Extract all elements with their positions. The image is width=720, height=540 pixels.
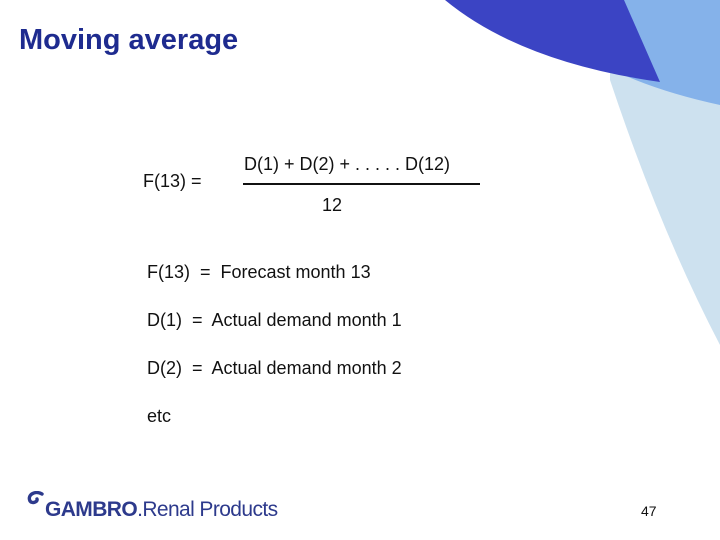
gambro-logo: GAMBRO.Renal Products xyxy=(26,491,286,525)
definition-d2: D(2) = Actual demand month 2 xyxy=(147,358,402,378)
fraction-bar xyxy=(243,183,480,185)
gambro-swirl-icon xyxy=(27,491,44,505)
formula-lhs: F(13) = xyxy=(143,171,202,191)
decor-dark-blue-arc xyxy=(445,0,660,82)
definition-d1: D(1) = Actual demand month 1 xyxy=(147,310,402,330)
logo-brand: GAMBRO xyxy=(45,498,138,521)
slide-title: Moving average xyxy=(19,24,239,56)
logo-dot: . xyxy=(137,498,143,521)
formula-denominator: 12 xyxy=(322,195,343,215)
definition-etc: etc xyxy=(147,406,172,426)
page-number: 47 xyxy=(641,503,657,519)
definition-f13: F(13) = Forecast month 13 xyxy=(147,262,371,282)
formula-numerator: D(1) + D(2) + . . . . . D(12) xyxy=(244,154,451,174)
logo-wordmark: GAMBRO.Renal Products xyxy=(45,498,278,522)
logo-tagline: Renal Products xyxy=(142,498,278,521)
